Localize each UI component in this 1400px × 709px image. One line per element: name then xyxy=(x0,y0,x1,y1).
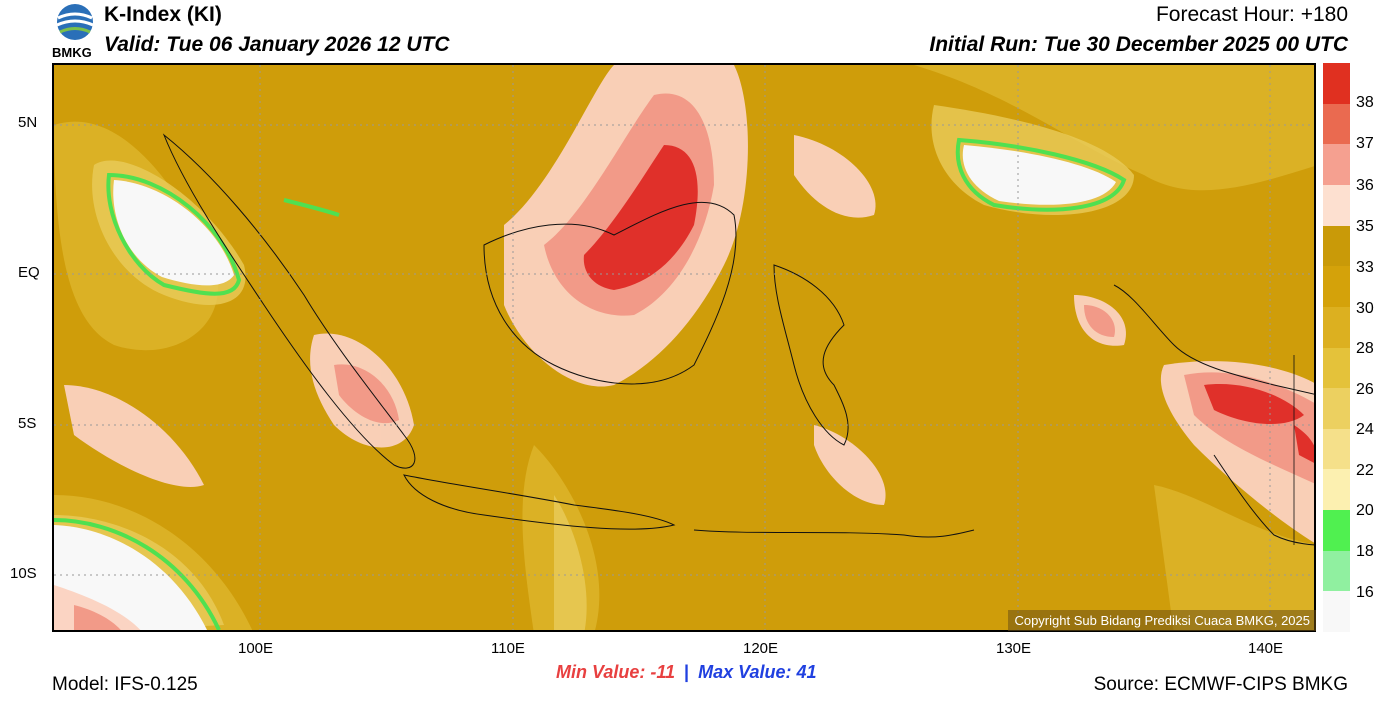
lat-label-10s: 10S xyxy=(10,565,37,582)
colorbar-segment xyxy=(1323,63,1350,105)
high-k-red-areas xyxy=(583,145,1314,463)
bmkg-logo-icon xyxy=(56,4,94,40)
copyright-notice: Copyright Sub Bidang Prediksi Cuaca BMKG… xyxy=(1008,610,1316,631)
colorbar-segment xyxy=(1323,144,1350,186)
colorbar-tick-16: 16 xyxy=(1356,584,1374,601)
max-value: Max Value: 41 xyxy=(698,662,817,682)
colorbar-segment xyxy=(1323,428,1350,470)
lat-label-eq: EQ xyxy=(18,264,40,281)
colorbar-tick-22: 22 xyxy=(1356,462,1374,479)
colorbar-segment xyxy=(1323,225,1350,267)
initial-run: Initial Run: Tue 30 December 2025 00 UTC xyxy=(929,33,1348,56)
lon-label-100e: 100E xyxy=(238,640,274,657)
model-label: Model: IFS-0.125 xyxy=(52,674,198,695)
colorbar-tick-35: 35 xyxy=(1356,218,1374,235)
bmkg-logo xyxy=(52,2,98,60)
map-field xyxy=(54,65,1314,630)
min-value: Min Value: -11 xyxy=(556,662,676,682)
logo-text: BMKG xyxy=(52,45,92,60)
colorbar-tick-33: 33 xyxy=(1356,259,1374,276)
lat-lon-grid xyxy=(54,65,1314,630)
colorbar-segment xyxy=(1323,266,1350,308)
green-contours xyxy=(54,137,1127,630)
lon-label-130e: 130E xyxy=(996,640,1032,657)
stats-separator: | xyxy=(684,662,690,682)
colorbar-segment xyxy=(1323,510,1350,552)
page-title: K-Index (KI) xyxy=(104,3,222,26)
valid-time: Valid: Tue 06 January 2026 12 UTC xyxy=(104,33,450,56)
colorbar xyxy=(1323,63,1350,633)
colorbar-tick-20: 20 xyxy=(1356,502,1374,519)
colorbar-tick-38: 38 xyxy=(1356,94,1374,111)
coastlines xyxy=(162,133,1314,546)
colorbar-tick-36: 36 xyxy=(1356,177,1374,194)
source-label: Source: ECMWF-CIPS BMKG xyxy=(1093,674,1348,695)
colorbar-segment xyxy=(1323,469,1350,511)
colorbar-tick-28: 28 xyxy=(1356,340,1374,357)
colorbar-segment xyxy=(1323,347,1350,389)
stats-line: Min Value: -11 | Max Value: 41 xyxy=(556,662,817,683)
lon-label-140e: 140E xyxy=(1248,640,1284,657)
colorbar-segment xyxy=(1323,550,1350,592)
lon-label-120e: 120E xyxy=(743,640,779,657)
lat-label-5n: 5N xyxy=(18,114,38,131)
colorbar-segment xyxy=(1323,306,1350,348)
colorbar-segment xyxy=(1323,388,1350,430)
colorbar-tick-30: 30 xyxy=(1356,300,1374,317)
colorbar-segment xyxy=(1323,591,1350,633)
colorbar-tick-24: 24 xyxy=(1356,421,1374,438)
colorbar-segment xyxy=(1323,184,1350,227)
colorbar-tick-18: 18 xyxy=(1356,543,1374,560)
colorbar-segment xyxy=(1323,103,1350,145)
colorbar-tick-26: 26 xyxy=(1356,381,1374,398)
colorbar-tick-37: 37 xyxy=(1356,135,1374,152)
lon-label-110e: 110E xyxy=(491,640,525,657)
forecast-hour: Forecast Hour: +180 xyxy=(1155,3,1348,26)
lat-label-5s: 5S xyxy=(18,415,37,432)
k-index-map xyxy=(52,63,1316,632)
